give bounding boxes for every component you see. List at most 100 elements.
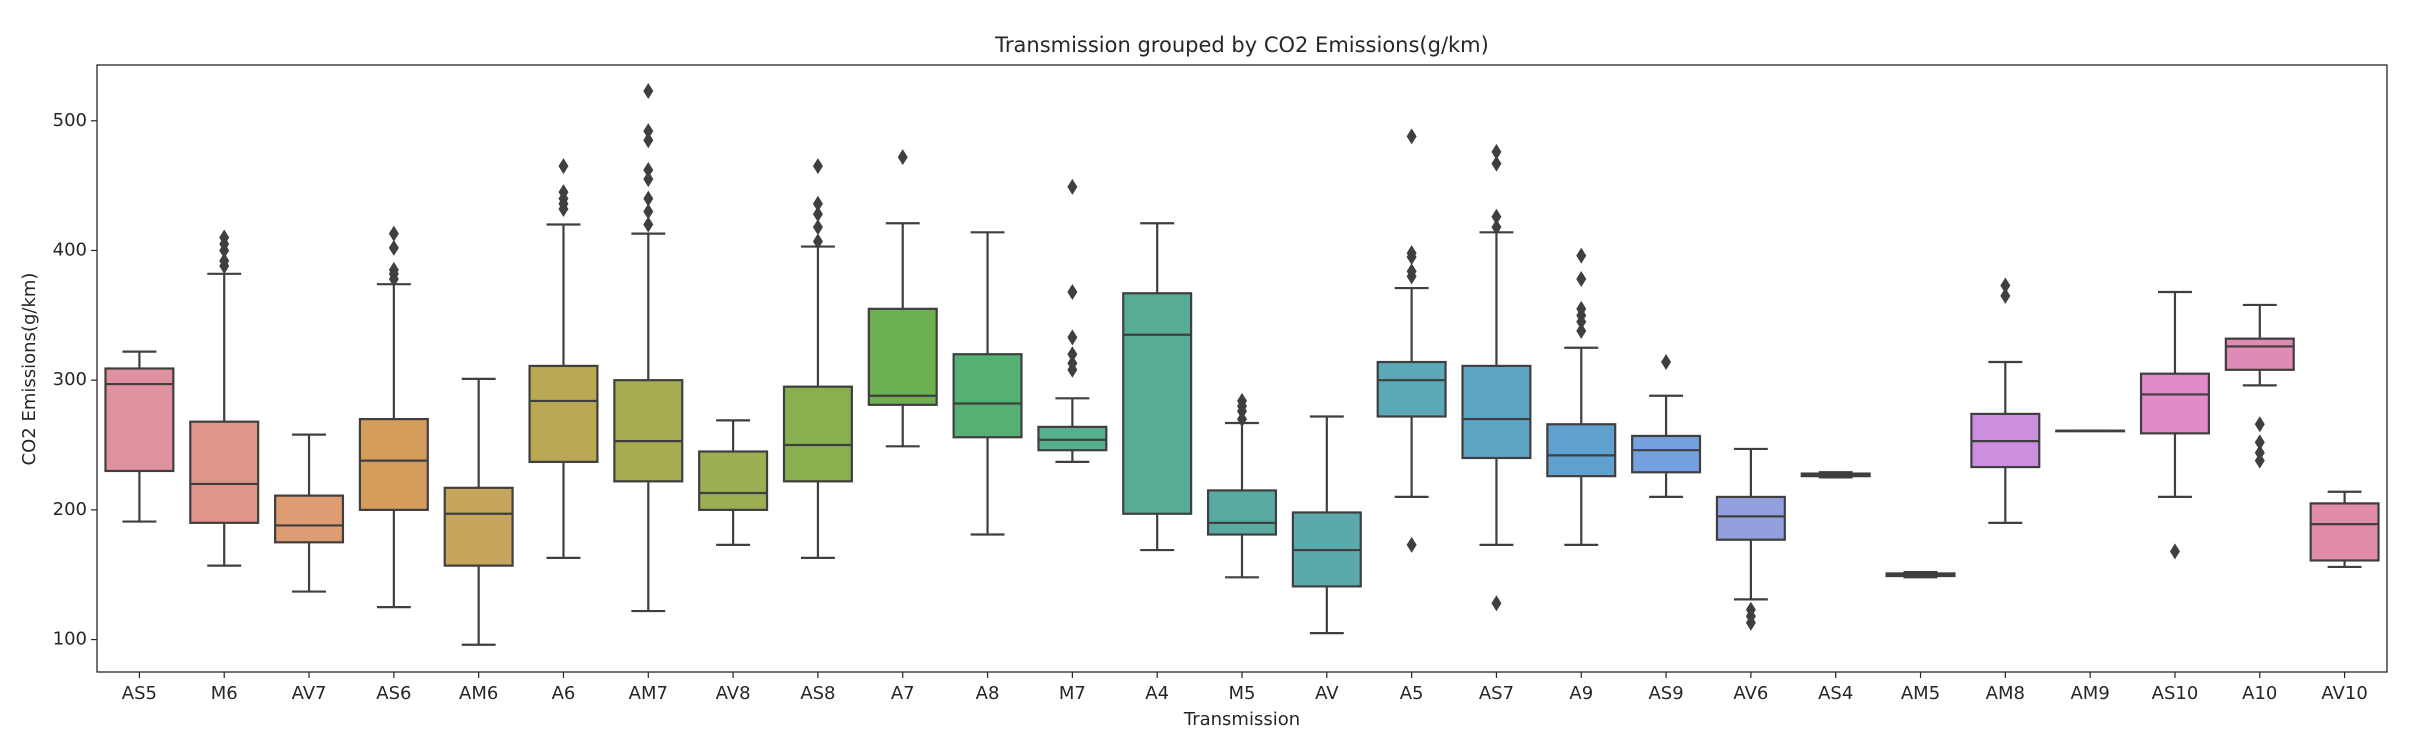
y-tick-label: 400 bbox=[53, 239, 87, 260]
x-tick-label: AS10 bbox=[2152, 683, 2199, 704]
x-tick-label: AV6 bbox=[1733, 683, 1768, 704]
outlier bbox=[1237, 392, 1247, 409]
outlier bbox=[2254, 416, 2265, 433]
x-tick-label: A10 bbox=[2242, 683, 2277, 704]
outlier bbox=[1406, 263, 1417, 280]
x-tick-label: AS9 bbox=[1648, 683, 1683, 704]
box bbox=[274, 494, 345, 544]
outlier bbox=[1491, 595, 1502, 612]
box bbox=[1546, 423, 1617, 478]
outlier bbox=[1406, 128, 1417, 145]
outlier bbox=[1067, 178, 1078, 195]
box bbox=[1206, 489, 1278, 536]
outlier bbox=[2169, 543, 2180, 560]
outlier bbox=[1067, 346, 1078, 363]
outlier bbox=[219, 229, 230, 246]
x-tick-label: A5 bbox=[1400, 683, 1424, 704]
y-tick-label: 200 bbox=[53, 499, 87, 520]
outlier bbox=[558, 184, 569, 201]
outlier bbox=[1576, 247, 1587, 264]
box bbox=[1715, 495, 1786, 541]
box bbox=[1122, 292, 1193, 515]
x-tick-label: AM8 bbox=[1986, 683, 2025, 704]
outlier bbox=[643, 203, 654, 220]
outlier bbox=[1067, 329, 1078, 346]
box bbox=[1037, 425, 1108, 452]
outlier bbox=[812, 219, 823, 236]
outlier bbox=[1406, 536, 1417, 553]
outlier bbox=[2000, 277, 2011, 294]
x-tick-label: AS5 bbox=[122, 683, 157, 704]
outlier bbox=[897, 149, 908, 166]
outlier bbox=[643, 123, 654, 140]
box bbox=[358, 417, 429, 511]
x-tick-label: AV bbox=[1315, 683, 1339, 704]
outlier bbox=[1576, 271, 1587, 288]
x-tick-label: A7 bbox=[891, 683, 915, 704]
x-tick-label: AS4 bbox=[1818, 683, 1853, 704]
box bbox=[443, 486, 514, 567]
outlier bbox=[1491, 219, 1502, 236]
chart-title: Transmission grouped by CO2 Emissions(g/… bbox=[994, 33, 1489, 57]
x-tick-label: AM5 bbox=[1901, 683, 1940, 704]
outlier bbox=[643, 171, 654, 188]
box bbox=[2139, 372, 2210, 435]
outlier bbox=[1491, 208, 1502, 225]
outlier bbox=[1491, 143, 1502, 160]
x-tick-label: A4 bbox=[1145, 683, 1169, 704]
box bbox=[189, 420, 260, 524]
outlier bbox=[558, 158, 569, 175]
outlier bbox=[812, 195, 823, 212]
outlier bbox=[1576, 322, 1587, 339]
x-tick-label: AM7 bbox=[629, 683, 668, 704]
outlier bbox=[219, 252, 230, 269]
box bbox=[104, 367, 175, 473]
x-tick-label: M7 bbox=[1059, 683, 1086, 704]
y-tick-label: 300 bbox=[53, 369, 87, 390]
outlier bbox=[643, 216, 654, 233]
box bbox=[2309, 502, 2380, 562]
x-tick-label: AV8 bbox=[716, 683, 751, 704]
y-tick-label: 100 bbox=[53, 629, 87, 650]
box bbox=[867, 307, 938, 406]
outlier bbox=[388, 225, 399, 242]
y-axis-label: CO2 Emissions(g/km) bbox=[19, 273, 40, 466]
box bbox=[1376, 360, 1447, 418]
outlier bbox=[1745, 601, 1756, 618]
outlier bbox=[812, 206, 823, 223]
outlier bbox=[1661, 354, 1672, 371]
box bbox=[952, 353, 1023, 439]
y-tick-label: 500 bbox=[53, 110, 87, 131]
outlier bbox=[1576, 300, 1587, 317]
box bbox=[613, 379, 684, 483]
outlier bbox=[643, 190, 654, 207]
x-tick-label: AM6 bbox=[459, 683, 498, 704]
outlier bbox=[643, 132, 654, 149]
x-tick-label: A9 bbox=[1569, 683, 1593, 704]
plot-frame bbox=[96, 64, 2388, 673]
outlier bbox=[1067, 283, 1078, 300]
outlier bbox=[1491, 155, 1502, 172]
outlier bbox=[388, 261, 399, 278]
outlier bbox=[643, 162, 654, 179]
outlier bbox=[643, 82, 654, 99]
outlier bbox=[1406, 245, 1417, 262]
box bbox=[2224, 337, 2295, 371]
box bbox=[1631, 434, 1702, 474]
box bbox=[1461, 364, 1532, 460]
x-axis-label: Transmission bbox=[1183, 709, 1300, 730]
x-tick-label: AS7 bbox=[1479, 683, 1514, 704]
x-tick-label: AM9 bbox=[2070, 683, 2109, 704]
outlier bbox=[1067, 355, 1078, 372]
x-tick-label: AV7 bbox=[292, 683, 327, 704]
outlier bbox=[2000, 287, 2011, 304]
outlier bbox=[812, 233, 823, 250]
x-tick-label: AV10 bbox=[2321, 683, 2367, 704]
x-tick-label: A6 bbox=[552, 683, 576, 704]
x-tick-label: AS6 bbox=[376, 683, 411, 704]
outlier bbox=[2254, 434, 2265, 451]
box bbox=[782, 385, 853, 483]
outlier bbox=[2254, 444, 2265, 461]
x-tick-label: A8 bbox=[976, 683, 1000, 704]
box bbox=[698, 450, 769, 511]
